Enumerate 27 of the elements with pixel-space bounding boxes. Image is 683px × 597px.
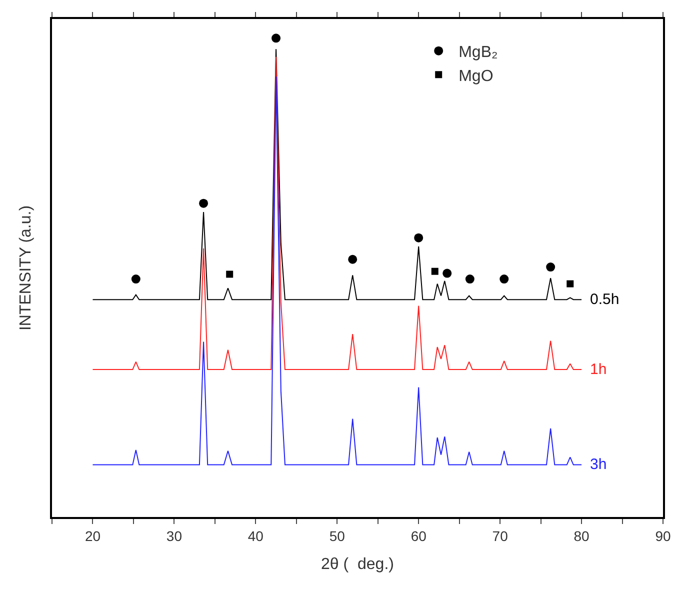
x-axis-title: 2θ ( deg.) bbox=[321, 556, 394, 573]
x-tick-label: 80 bbox=[574, 528, 590, 544]
point bbox=[414, 233, 424, 242]
series-label: 0.5h bbox=[590, 291, 620, 308]
point bbox=[442, 268, 452, 278]
x-tick-label: 50 bbox=[329, 528, 346, 544]
point bbox=[546, 262, 556, 272]
point bbox=[199, 198, 208, 208]
point bbox=[348, 254, 358, 264]
legend-label: MgB₂ bbox=[458, 44, 498, 62]
series-label: 1h bbox=[590, 361, 607, 378]
y-axis-title: INTENSITY (a.u.) bbox=[17, 205, 34, 331]
point bbox=[272, 34, 281, 43]
x-tick-label: 40 bbox=[248, 528, 264, 544]
x-tick-label: 60 bbox=[410, 528, 427, 544]
point bbox=[500, 274, 509, 284]
point bbox=[226, 270, 234, 278]
x-tick-label: 30 bbox=[166, 528, 182, 544]
point bbox=[431, 268, 438, 275]
x-tick-label: 90 bbox=[655, 528, 671, 544]
series-label: 3h bbox=[590, 456, 607, 473]
point bbox=[465, 274, 474, 284]
x-tick-label: 20 bbox=[84, 528, 101, 544]
point bbox=[566, 280, 574, 288]
point bbox=[131, 274, 140, 284]
x-tick-label: 70 bbox=[492, 528, 508, 544]
legend-label: MgO bbox=[458, 68, 494, 85]
